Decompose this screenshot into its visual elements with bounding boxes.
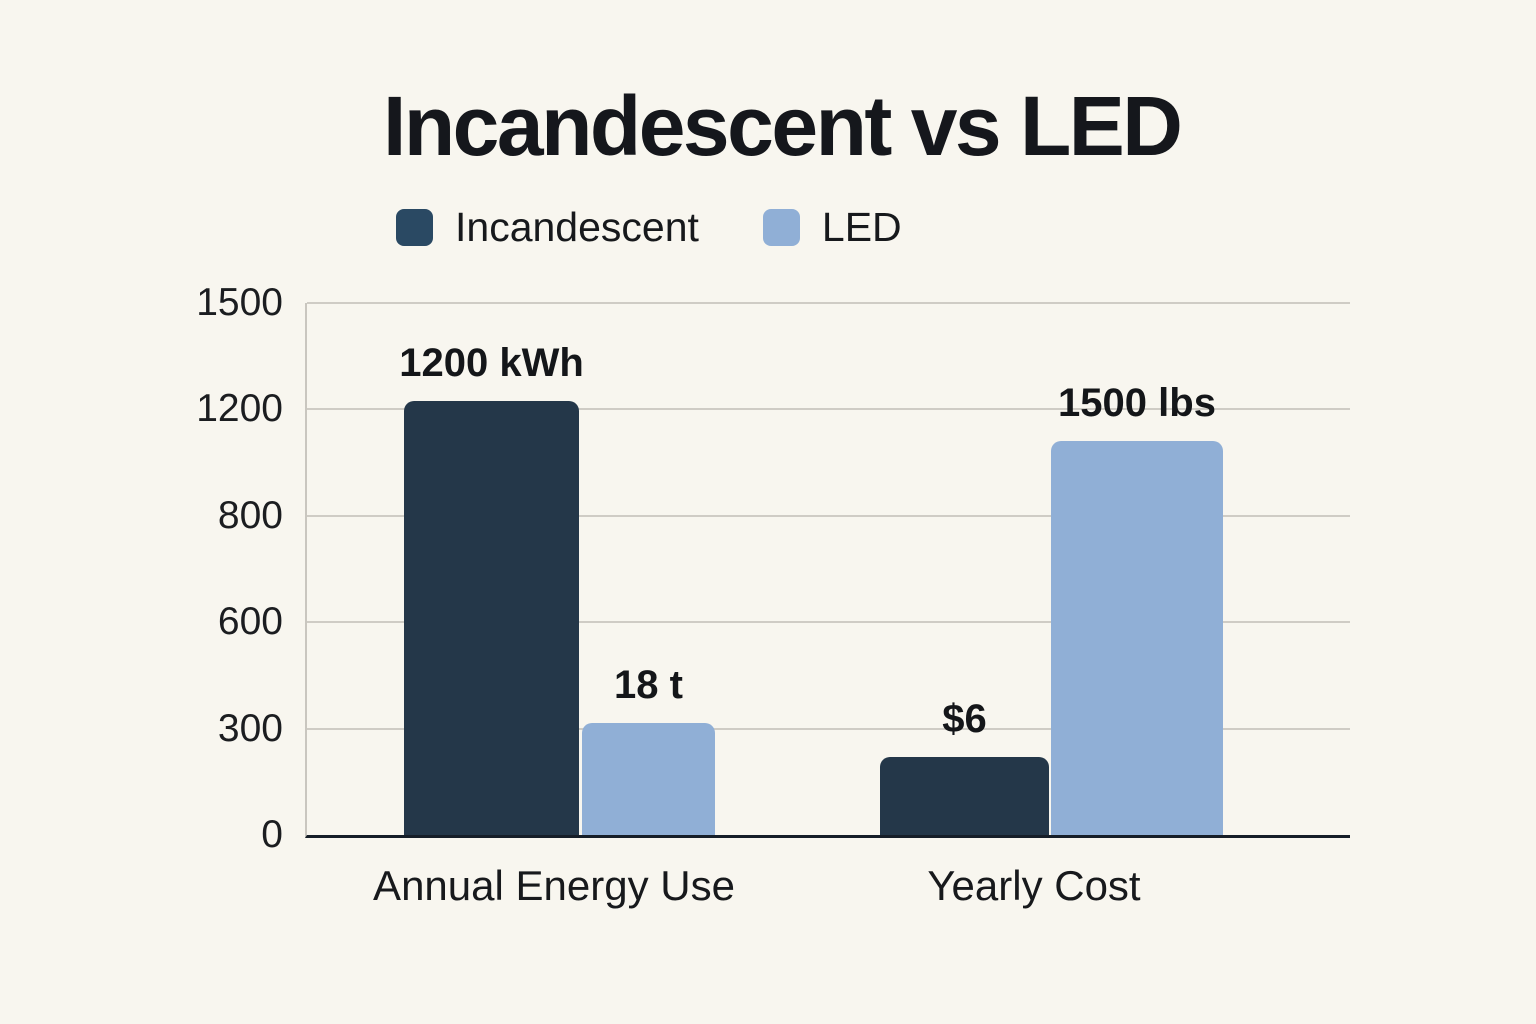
legend-item-led: LED [762, 204, 902, 251]
bar-value-label: $6 [942, 696, 987, 741]
y-tick-label: 600 [217, 600, 283, 644]
y-tick-label: 0 [261, 813, 283, 856]
y-tick-label: 800 [217, 493, 283, 537]
x-axis-label-yearly-cost: Yearly Cost [927, 862, 1141, 909]
bar-led-yearly-cost: 1500 lbs [1051, 381, 1223, 835]
gridline-600 [307, 621, 1350, 624]
legend-item-incandescent: Incandescent [396, 204, 699, 251]
legend-label-led: LED [821, 204, 902, 250]
bar-incandescent-yearly-cost: $6 [880, 697, 1049, 835]
gridline-800 [307, 514, 1350, 517]
legend: Incandescent LED [396, 204, 902, 251]
y-tick-label: 300 [217, 706, 283, 750]
bar-value-label: 18 t [614, 663, 683, 708]
bar-value-label: 1500 lbs [1058, 381, 1216, 426]
bar-led-annual-energy-use: 18 t [582, 663, 715, 835]
bar-value-label: 1200 kWh [399, 340, 584, 385]
y-tick-label: 1500 [196, 281, 283, 324]
x-axis-label-annual-energy-use: Annual Energy Use [373, 862, 735, 909]
bar-incandescent-annual-energy-use: 1200 kWh [399, 341, 584, 835]
plot-area: 1500 1200 800 600 300 0 1200 kWh 18 t $6… [196, 281, 1350, 909]
y-tick-label: 1200 [196, 387, 283, 431]
gridline-1500 [307, 302, 1350, 304]
chart-title: Incandescent vs LED [383, 79, 1183, 173]
led-swatch-icon [762, 209, 800, 246]
legend-label-incandescent: Incandescent [455, 204, 699, 250]
gridline-300 [307, 727, 1350, 730]
incandescent-swatch-icon [396, 209, 433, 246]
gridline-1200 [307, 408, 1350, 411]
